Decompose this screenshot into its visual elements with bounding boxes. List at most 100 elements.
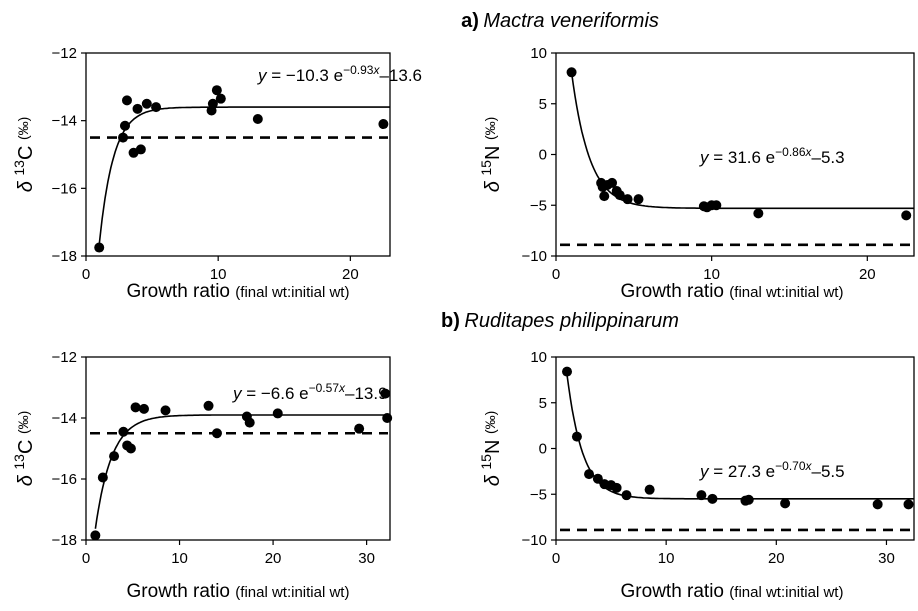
data-point	[566, 67, 577, 78]
data-point	[903, 499, 914, 510]
chart-b-nitrogen: 0 10 20 30 −10 −5 0 5 10 y = 27.3 e−0.70x–5.5 Grow…	[478, 349, 915, 602]
y-axis-label: δ 15N (‰)	[478, 117, 504, 193]
y-tick-label: −18	[52, 532, 77, 549]
data-point	[607, 177, 618, 188]
data-point	[135, 144, 146, 155]
y-tick-label: −16	[52, 180, 77, 197]
x-tick-label: 10	[171, 550, 188, 567]
data-point	[90, 530, 101, 541]
fit-equation: y = 31.6 e−0.86x–5.3	[699, 145, 845, 167]
x-axis-label: Growth ratio (final wt:initial wt)	[127, 581, 350, 602]
x-tick-label: 10	[703, 266, 720, 283]
y-tick-label: 10	[530, 45, 547, 62]
data-point	[252, 113, 263, 124]
data-point	[118, 426, 129, 437]
data-point	[571, 431, 582, 442]
data-point	[743, 494, 754, 505]
data-point	[380, 388, 391, 399]
data-point	[119, 120, 130, 131]
data-point	[696, 490, 707, 501]
data-point	[644, 484, 655, 495]
fit-equation: y = −10.3 e−0.93x–13.6	[257, 63, 422, 85]
data-point	[160, 405, 171, 416]
data-point	[132, 103, 143, 114]
data-point	[125, 443, 136, 454]
plot-frame	[85, 356, 391, 541]
data-point	[109, 451, 120, 462]
fit-curve	[98, 106, 390, 245]
data-point	[622, 194, 633, 205]
data-point	[584, 469, 595, 480]
data-point	[378, 119, 389, 130]
x-tick-label: 20	[342, 266, 359, 283]
data-point	[753, 208, 764, 219]
data-point	[138, 403, 149, 414]
y-tick-label: 5	[539, 96, 547, 113]
data-point	[244, 417, 255, 428]
y-axis-label: δ 13C (‰)	[11, 117, 37, 193]
x-tick-label: 30	[878, 550, 895, 567]
x-tick-label: 10	[210, 266, 227, 283]
x-tick-label: 20	[768, 550, 785, 567]
x-axis-label: Growth ratio (final wt:initial wt)	[621, 281, 844, 302]
y-tick-label: 10	[530, 349, 547, 366]
y-tick-label: 0	[539, 441, 547, 458]
plot-frame	[555, 356, 915, 541]
x-tick-label: 0	[82, 550, 90, 567]
data-point	[272, 408, 283, 419]
fit-equation: y = 27.3 e−0.70x–5.5	[699, 459, 845, 481]
y-tick-label: −14	[52, 410, 77, 427]
x-tick-label: 10	[658, 550, 675, 567]
y-tick-label: −16	[52, 471, 77, 488]
y-tick-label: −12	[52, 45, 77, 62]
data-point	[118, 132, 129, 143]
y-tick-label: −18	[52, 248, 77, 265]
y-axis-label: δ 13C (‰)	[11, 411, 37, 487]
x-tick-label: 0	[82, 266, 90, 283]
y-tick-label: −12	[52, 349, 77, 366]
data-point	[592, 473, 603, 484]
data-point	[94, 242, 105, 253]
data-point	[121, 95, 132, 106]
x-tick-label: 0	[552, 550, 560, 567]
y-tick-label: 5	[539, 395, 547, 412]
x-tick-label: 0	[552, 266, 560, 283]
data-point	[780, 498, 791, 509]
panel-a-title: a) Mactra veneriformis	[461, 10, 659, 32]
y-axis-label: δ 15N (‰)	[478, 411, 504, 487]
data-point	[203, 400, 214, 411]
data-point	[599, 191, 610, 202]
x-tick-label: 30	[358, 550, 375, 567]
x-tick-label: 20	[265, 550, 282, 567]
y-tick-label: −5	[530, 486, 547, 503]
y-tick-label: −5	[530, 197, 547, 214]
y-tick-label: 0	[539, 147, 547, 164]
fit-equation: y = −6.6 e−0.57x–13.9	[232, 381, 388, 403]
x-axis-label: Growth ratio (final wt:initial wt)	[127, 281, 350, 302]
data-point	[707, 493, 718, 504]
data-point	[901, 210, 912, 221]
data-point	[382, 413, 393, 423]
data-point	[207, 98, 218, 109]
data-point	[614, 190, 625, 201]
chart-a-nitrogen: 0 10 20 −10 −5 0 5 10 y = 31.6 e−0.86x–5.3 Growth…	[478, 45, 915, 302]
data-point	[354, 423, 365, 434]
data-point	[211, 85, 222, 96]
data-point	[97, 472, 108, 483]
data-point	[562, 366, 573, 377]
data-point	[633, 194, 644, 205]
y-tick-label: −14	[52, 113, 77, 130]
data-point	[215, 93, 226, 104]
y-tick-label: −10	[522, 532, 547, 549]
y-tick-label: −10	[522, 248, 547, 265]
chart-b-carbon: 0 10 20 30 −18 −16 −14 −12 y = −6.6 e−0.57x–13.9…	[11, 349, 393, 602]
data-point	[611, 482, 622, 493]
data-point	[872, 499, 883, 510]
data-point	[621, 490, 632, 501]
x-tick-label: 20	[859, 266, 876, 283]
plot-frame	[85, 52, 391, 257]
data-point	[151, 102, 162, 113]
x-axis-label: Growth ratio (final wt:initial wt)	[621, 581, 844, 602]
chart-a-carbon: 0 10 20 −18 −16 −14 −12 y = −10.3 e−0.93x–13.6 G…	[11, 45, 422, 302]
